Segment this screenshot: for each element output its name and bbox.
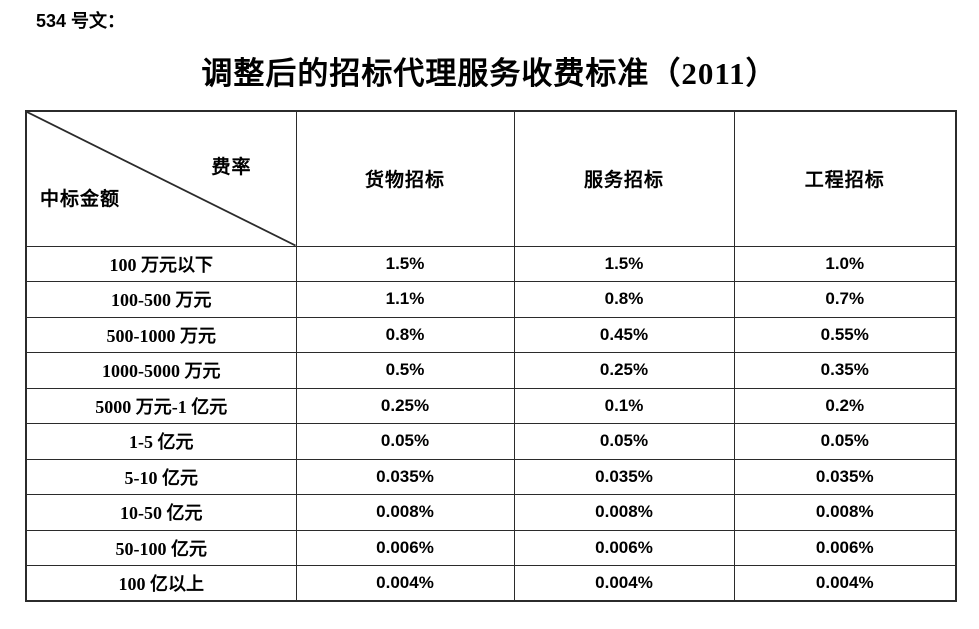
table-row: 100 万元以下 1.5% 1.5% 1.0% bbox=[25, 245, 957, 282]
table-row: 5000 万元-1 亿元 0.25% 0.1% 0.2% bbox=[25, 387, 957, 424]
rate-cell: 0.035% bbox=[733, 458, 957, 495]
page-title: 调整后的招标代理服务收费标准（2011） bbox=[201, 56, 778, 91]
corner-label-fee-rate: 费率 bbox=[211, 157, 252, 178]
rate-cell: 1.5% bbox=[513, 245, 735, 282]
row-label-cell: 5000 万元-1 亿元 bbox=[25, 387, 297, 424]
row-label-cell: 1000-5000 万元 bbox=[25, 352, 297, 389]
rate-cell: 0.004% bbox=[513, 565, 735, 602]
row-label-cell: 100 亿以上 bbox=[25, 565, 297, 602]
row-label-cell: 1-5 亿元 bbox=[25, 423, 297, 460]
rate-cell: 0.035% bbox=[295, 458, 515, 495]
rate-cell: 0.55% bbox=[733, 316, 957, 353]
rate-cell: 0.008% bbox=[733, 494, 957, 531]
rate-cell: 0.2% bbox=[733, 387, 957, 424]
rate-cell: 0.8% bbox=[513, 281, 735, 318]
rate-cell: 0.006% bbox=[733, 529, 957, 566]
rate-cell: 0.05% bbox=[513, 423, 735, 460]
rate-cell: 0.8% bbox=[295, 316, 515, 353]
corner-label-bid-amount: 中标金额 bbox=[40, 189, 121, 210]
row-label-cell: 10-50 亿元 bbox=[25, 494, 297, 531]
rate-cell: 0.7% bbox=[733, 281, 957, 318]
rate-cell: 1.0% bbox=[733, 245, 957, 282]
table-row: 1-5 亿元 0.05% 0.05% 0.05% bbox=[25, 423, 957, 460]
diagonal-line bbox=[27, 112, 296, 246]
rate-cell: 0.008% bbox=[513, 494, 735, 531]
rate-cell: 0.5% bbox=[295, 352, 515, 389]
row-label-cell: 5-10 亿元 bbox=[25, 458, 297, 495]
fee-rate-table: 费率 中标金额 货物招标 服务招标 工程招标 100 万元以下 1.5% 1.5% 1… bbox=[25, 110, 957, 602]
table-header-row: 费率 中标金额 货物招标 服务招标 工程招标 bbox=[25, 110, 957, 247]
rate-cell: 0.25% bbox=[295, 387, 515, 424]
column-header-works-bidding: 工程招标 bbox=[733, 110, 957, 247]
rate-cell: 0.1% bbox=[513, 387, 735, 424]
row-label-cell: 100 万元以下 bbox=[25, 245, 297, 282]
rate-cell: 0.05% bbox=[295, 423, 515, 460]
rate-cell: 1.5% bbox=[295, 245, 515, 282]
rate-cell: 0.25% bbox=[513, 352, 735, 389]
table-row: 100 亿以上 0.004% 0.004% 0.004% bbox=[25, 565, 957, 602]
rate-cell: 0.004% bbox=[733, 565, 957, 602]
table-row: 100-500 万元 1.1% 0.8% 0.7% bbox=[25, 281, 957, 318]
column-header-service-bidding: 服务招标 bbox=[513, 110, 735, 247]
row-label-cell: 50-100 亿元 bbox=[25, 529, 297, 566]
table-row: 5-10 亿元 0.035% 0.035% 0.035% bbox=[25, 458, 957, 495]
row-label-cell: 100-500 万元 bbox=[25, 281, 297, 318]
column-header-goods-bidding: 货物招标 bbox=[295, 110, 515, 247]
table-row: 10-50 亿元 0.008% 0.008% 0.008% bbox=[25, 494, 957, 531]
table-row: 500-1000 万元 0.8% 0.45% 0.55% bbox=[25, 316, 957, 353]
doc-number-label: 534 号文： bbox=[36, 11, 126, 31]
rate-cell: 0.35% bbox=[733, 352, 957, 389]
row-label-cell: 500-1000 万元 bbox=[25, 316, 297, 353]
table-row: 1000-5000 万元 0.5% 0.25% 0.35% bbox=[25, 352, 957, 389]
rate-cell: 0.006% bbox=[295, 529, 515, 566]
table-row: 50-100 亿元 0.006% 0.006% 0.006% bbox=[25, 529, 957, 566]
rate-cell: 0.008% bbox=[295, 494, 515, 531]
rate-cell: 0.05% bbox=[733, 423, 957, 460]
rate-cell: 1.1% bbox=[295, 281, 515, 318]
corner-cell: 费率 中标金额 bbox=[25, 110, 297, 247]
rate-cell: 0.035% bbox=[513, 458, 735, 495]
rate-cell: 0.45% bbox=[513, 316, 735, 353]
rate-cell: 0.006% bbox=[513, 529, 735, 566]
rate-cell: 0.004% bbox=[295, 565, 515, 602]
